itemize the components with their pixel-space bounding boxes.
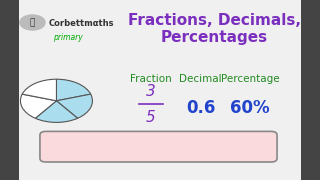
FancyBboxPatch shape xyxy=(40,131,277,162)
Text: 0.6: 0.6 xyxy=(186,99,215,117)
Text: 60%: 60% xyxy=(230,99,270,117)
Text: Corbettmαths: Corbettmαths xyxy=(49,19,115,28)
Text: Decimal: Decimal xyxy=(179,74,222,84)
Bar xyxy=(0,0,19,180)
Wedge shape xyxy=(56,79,91,101)
Text: 3: 3 xyxy=(146,84,156,99)
Wedge shape xyxy=(56,94,92,118)
Text: Percentage: Percentage xyxy=(221,74,279,84)
Text: Fractions, Decimals,
Percentages: Fractions, Decimals, Percentages xyxy=(128,13,300,45)
Wedge shape xyxy=(35,101,78,122)
Circle shape xyxy=(20,15,45,30)
Text: 5: 5 xyxy=(146,109,156,125)
Wedge shape xyxy=(20,94,56,118)
Text: primary: primary xyxy=(53,33,83,42)
Wedge shape xyxy=(22,79,56,101)
Bar xyxy=(301,0,320,180)
Text: Fraction: Fraction xyxy=(130,74,172,84)
Text: 🎓: 🎓 xyxy=(30,18,35,27)
